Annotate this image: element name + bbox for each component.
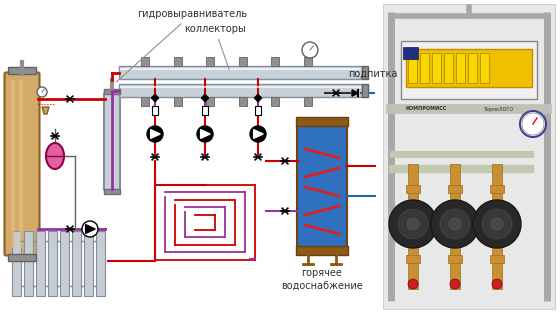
Bar: [304, 97, 312, 106]
Circle shape: [82, 221, 98, 237]
Polygon shape: [352, 90, 358, 96]
Bar: [36, 231, 45, 296]
Bar: [239, 57, 247, 66]
Bar: [48, 231, 57, 296]
Bar: [206, 57, 214, 66]
Bar: [420, 53, 429, 83]
Bar: [448, 255, 462, 263]
Bar: [206, 97, 214, 106]
Ellipse shape: [46, 143, 64, 169]
Polygon shape: [151, 130, 160, 138]
Bar: [450, 164, 460, 289]
Bar: [24, 231, 33, 296]
Circle shape: [449, 218, 461, 230]
Bar: [490, 255, 504, 263]
Circle shape: [389, 200, 437, 248]
Circle shape: [520, 111, 546, 137]
Bar: [383, 4, 555, 309]
Circle shape: [492, 279, 502, 289]
Polygon shape: [151, 95, 158, 102]
Bar: [104, 89, 120, 94]
Bar: [492, 164, 502, 289]
Polygon shape: [42, 107, 49, 114]
FancyBboxPatch shape: [4, 73, 40, 256]
Bar: [72, 231, 81, 296]
Bar: [408, 53, 417, 83]
Bar: [8, 67, 36, 74]
Bar: [119, 84, 362, 97]
Bar: [239, 97, 247, 106]
Circle shape: [302, 42, 318, 58]
Text: коллекторы: коллекторы: [184, 24, 246, 69]
Bar: [296, 117, 348, 126]
Bar: [296, 246, 348, 255]
Bar: [448, 185, 462, 193]
Circle shape: [491, 218, 503, 230]
Circle shape: [37, 87, 47, 97]
Circle shape: [450, 279, 460, 289]
Bar: [362, 84, 368, 97]
Bar: [480, 53, 489, 83]
Circle shape: [482, 209, 512, 239]
Circle shape: [197, 126, 213, 142]
Bar: [362, 66, 368, 79]
Circle shape: [407, 218, 419, 230]
FancyBboxPatch shape: [297, 125, 347, 247]
Bar: [255, 106, 261, 115]
Bar: [468, 53, 477, 83]
Circle shape: [440, 209, 470, 239]
Circle shape: [147, 126, 163, 142]
Circle shape: [431, 200, 479, 248]
Bar: [432, 53, 441, 83]
Bar: [406, 49, 532, 87]
Bar: [408, 164, 418, 289]
Text: ТермоЛОГО: ТермоЛОГО: [483, 106, 513, 111]
Bar: [141, 97, 149, 106]
Bar: [456, 53, 465, 83]
Bar: [444, 53, 453, 83]
Bar: [119, 66, 362, 79]
Bar: [202, 106, 208, 115]
Bar: [304, 57, 312, 66]
Polygon shape: [200, 130, 210, 138]
Polygon shape: [202, 95, 208, 102]
Bar: [406, 255, 420, 263]
Text: подпитка: подпитка: [348, 69, 398, 79]
Bar: [84, 231, 93, 296]
Bar: [490, 185, 504, 193]
Text: горячее
водоснабжение: горячее водоснабжение: [281, 268, 363, 290]
Bar: [104, 189, 120, 194]
Circle shape: [250, 126, 266, 142]
Circle shape: [398, 209, 428, 239]
Circle shape: [408, 279, 418, 289]
Bar: [401, 41, 537, 99]
Bar: [403, 47, 418, 59]
FancyBboxPatch shape: [104, 93, 120, 190]
Polygon shape: [254, 130, 263, 138]
Bar: [8, 254, 36, 261]
Bar: [152, 106, 158, 115]
Bar: [271, 97, 279, 106]
Text: гидровыравниватель: гидровыравниватель: [116, 9, 247, 82]
Polygon shape: [254, 95, 262, 102]
Bar: [141, 57, 149, 66]
Bar: [174, 97, 182, 106]
Bar: [406, 185, 420, 193]
Bar: [96, 231, 105, 296]
Bar: [60, 231, 69, 296]
Text: КОМПРОМИСС: КОМПРОМИСС: [405, 106, 446, 111]
Circle shape: [473, 200, 521, 248]
Bar: [12, 231, 21, 296]
Bar: [174, 57, 182, 66]
Circle shape: [522, 113, 544, 135]
Polygon shape: [86, 225, 95, 233]
Bar: [271, 57, 279, 66]
